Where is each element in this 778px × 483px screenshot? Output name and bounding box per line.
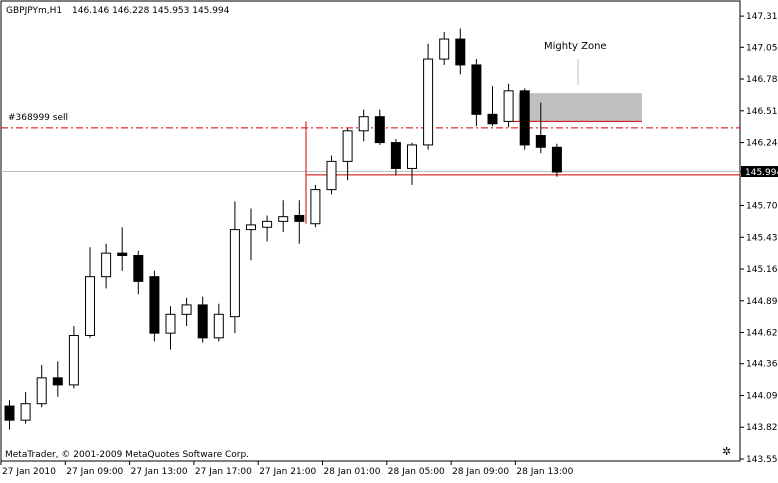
candle-bearish[interactable] xyxy=(117,252,128,256)
candle-bullish[interactable] xyxy=(310,189,321,225)
candle-bearish[interactable] xyxy=(4,405,15,421)
candle-bullish[interactable] xyxy=(229,229,240,318)
price-tick-label: 145.165 xyxy=(746,265,778,275)
candle-bullish[interactable] xyxy=(85,276,95,336)
chart-ohlc-values: 146.146 146.228 145.953 145.994 xyxy=(72,6,230,16)
price-tick-label: 147.315 xyxy=(746,12,778,22)
candle-bullish[interactable] xyxy=(181,304,192,315)
current-price-label: 145.994 xyxy=(745,168,778,178)
time-tick-label: 28 Jan 05:00 xyxy=(388,467,445,477)
price-tick-label: 144.360 xyxy=(746,360,778,370)
time-tick-label: 28 Jan 13:00 xyxy=(516,467,573,477)
time-axis: 27 Jan 2010 27 Jan 09:00 27 Jan 13:00 27 Ja… xyxy=(0,461,574,477)
time-tick-label: 27 Jan 09:00 xyxy=(66,467,123,477)
candle-bearish[interactable] xyxy=(519,90,530,146)
price-tick-label: 143.820 xyxy=(746,423,778,433)
time-tick-label: 28 Jan 09:00 xyxy=(452,467,509,477)
candle-bearish[interactable] xyxy=(133,254,144,282)
candle-bullish[interactable] xyxy=(278,216,289,222)
mighty-zone-rect[interactable] xyxy=(518,93,642,122)
price-tick-label: 144.625 xyxy=(746,329,778,339)
candle-bullish[interactable] xyxy=(423,58,434,146)
candle-bearish[interactable] xyxy=(551,146,562,173)
price-axis: 147.315 147.050 146.780 146.510 146.240 145.7… xyxy=(740,12,778,465)
candle-bullish[interactable] xyxy=(101,252,112,278)
candle-bearish[interactable] xyxy=(197,304,208,339)
time-tick-label: 27 Jan 2010 xyxy=(2,467,56,477)
candle-bearish[interactable] xyxy=(487,113,498,125)
candle-bullish[interactable] xyxy=(213,313,224,339)
candle-bullish[interactable] xyxy=(342,130,353,162)
candle-bullish[interactable] xyxy=(68,334,79,386)
chart-symbol-timeframe: GBPJPYm,H1 xyxy=(6,6,62,16)
time-tick-label: 27 Jan 17:00 xyxy=(195,467,252,477)
copyright-text: MetaTrader, © 2001-2009 MetaQuotes Softw… xyxy=(5,450,249,460)
candle-bearish[interactable] xyxy=(535,135,546,148)
current-price-box xyxy=(741,166,778,178)
price-tick-label: 144.895 xyxy=(746,297,778,307)
candle-bearish[interactable] xyxy=(294,215,305,222)
candle-bullish[interactable] xyxy=(503,90,514,122)
candle-bearish[interactable] xyxy=(374,116,385,144)
price-tick-label: 147.050 xyxy=(746,43,778,53)
candle-bullish[interactable] xyxy=(262,220,273,228)
time-tick-label: 27 Jan 21:00 xyxy=(259,467,316,477)
price-tick-label: 145.705 xyxy=(746,202,778,212)
candle-bearish[interactable] xyxy=(455,38,466,66)
candle-bullish[interactable] xyxy=(20,403,31,421)
price-tick-label: 146.510 xyxy=(746,107,778,117)
candle-bearish[interactable] xyxy=(471,64,482,115)
price-tick-label: 144.090 xyxy=(746,391,778,401)
candle-bullish[interactable] xyxy=(165,313,176,334)
candle-bullish[interactable] xyxy=(246,224,256,231)
price-tick-label: 146.780 xyxy=(746,75,778,85)
price-tick-label: 143.550 xyxy=(746,455,778,465)
time-tick-label: 27 Jan 13:00 xyxy=(131,467,188,477)
price-tick-label: 145.435 xyxy=(746,233,778,243)
candle-bearish[interactable] xyxy=(52,377,63,386)
plot-area[interactable] xyxy=(0,0,741,462)
time-tick-label: 28 Jan 01:00 xyxy=(324,467,381,477)
mighty-zone-label: Mighty Zone xyxy=(544,41,607,52)
candle-bullish[interactable] xyxy=(407,144,417,169)
candle-bullish[interactable] xyxy=(358,116,369,132)
candle-bearish[interactable] xyxy=(390,142,401,169)
crosshair-icon: ✲ xyxy=(722,445,731,458)
order-label: #368999 sell xyxy=(8,113,68,123)
candle-bullish[interactable] xyxy=(36,377,47,405)
price-tick-label: 146.240 xyxy=(746,139,778,149)
candle-bullish[interactable] xyxy=(326,160,337,191)
candles-group xyxy=(4,28,562,430)
candle-bearish[interactable] xyxy=(149,276,160,334)
candle-bullish[interactable] xyxy=(439,38,450,60)
